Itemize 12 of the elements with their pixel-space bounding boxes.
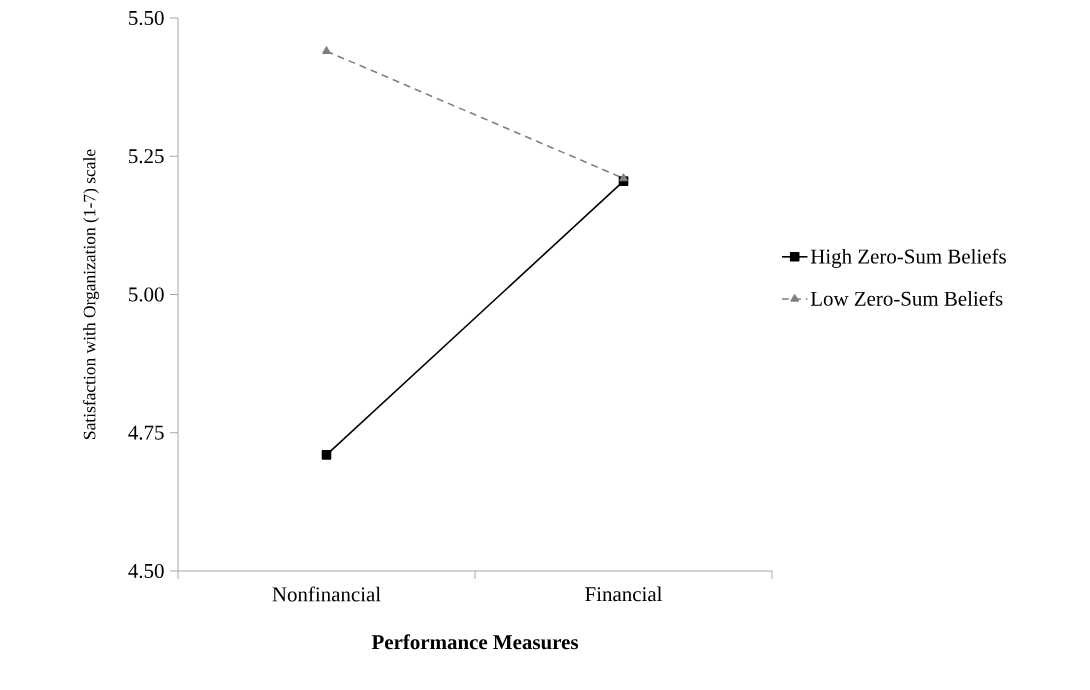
point (321, 450, 332, 460)
x-axis-title: Performance Measures (371, 634, 579, 650)
legend-label: High Zero-Sum Beliefs (810, 248, 1006, 268)
legend-label: Low Zero-Sum Beliefs (810, 290, 1003, 306)
y-axis-title: Satisfaction with Organization (1-7) scale (82, 149, 100, 439)
y-tick-label: 5.00 (129, 287, 164, 302)
x-tick-label: Nonfinancial (272, 586, 381, 602)
y-tick-label: 5.50 (129, 10, 164, 26)
x-tick-label: Financial (585, 586, 663, 602)
y-tick-label: 4.75 (128, 425, 164, 440)
y-tick-label: 5.25 (129, 149, 164, 164)
y-tick-label: 4.50 (128, 563, 164, 579)
